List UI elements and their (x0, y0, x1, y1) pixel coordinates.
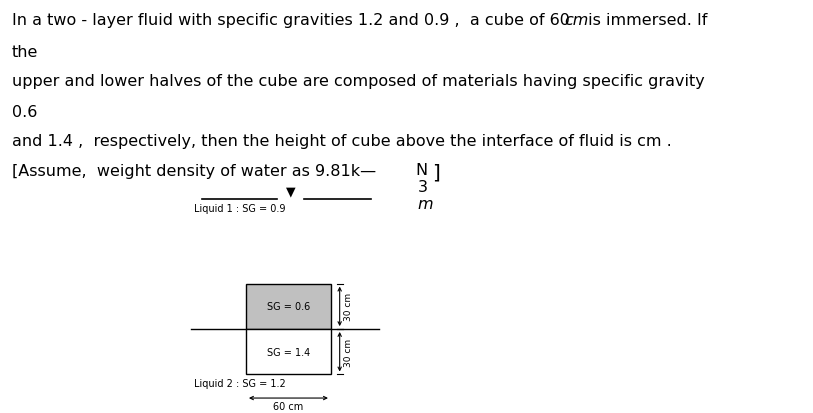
Text: SG = 0.6: SG = 0.6 (267, 301, 310, 312)
Text: [Assume,  weight density of water as 9.81k—: [Assume, weight density of water as 9.81… (11, 164, 376, 179)
Text: Liquid 1 : SG = 0.9: Liquid 1 : SG = 0.9 (194, 203, 286, 214)
Text: and 1.4 ,  respectively, then the height of cube above the interface of fluid is: and 1.4 , respectively, then the height … (11, 133, 672, 148)
Text: Liquid 2 : SG = 1.2: Liquid 2 : SG = 1.2 (194, 377, 286, 388)
Text: N: N (415, 162, 428, 178)
Text: ▼: ▼ (285, 185, 295, 197)
Bar (246, 284, 331, 329)
Text: cm: cm (563, 13, 588, 28)
Text: 30 cm: 30 cm (344, 338, 353, 366)
Text: is immersed. If: is immersed. If (583, 13, 707, 28)
Text: m: m (418, 196, 433, 211)
Text: the: the (11, 45, 38, 60)
Text: upper and lower halves of the cube are composed of materials having specific gra: upper and lower halves of the cube are c… (11, 74, 704, 88)
Bar (246, 329, 331, 375)
Text: SG = 1.4: SG = 1.4 (267, 347, 310, 357)
Text: 0.6: 0.6 (11, 105, 37, 120)
Text: 3: 3 (418, 180, 428, 195)
Text: ]: ] (432, 163, 440, 182)
Text: 30 cm: 30 cm (344, 292, 353, 320)
Text: 60 cm: 60 cm (273, 401, 303, 411)
Text: In a two - layer fluid with specific gravities 1.2 and 0.9 ,  a cube of 60: In a two - layer fluid with specific gra… (11, 13, 569, 28)
